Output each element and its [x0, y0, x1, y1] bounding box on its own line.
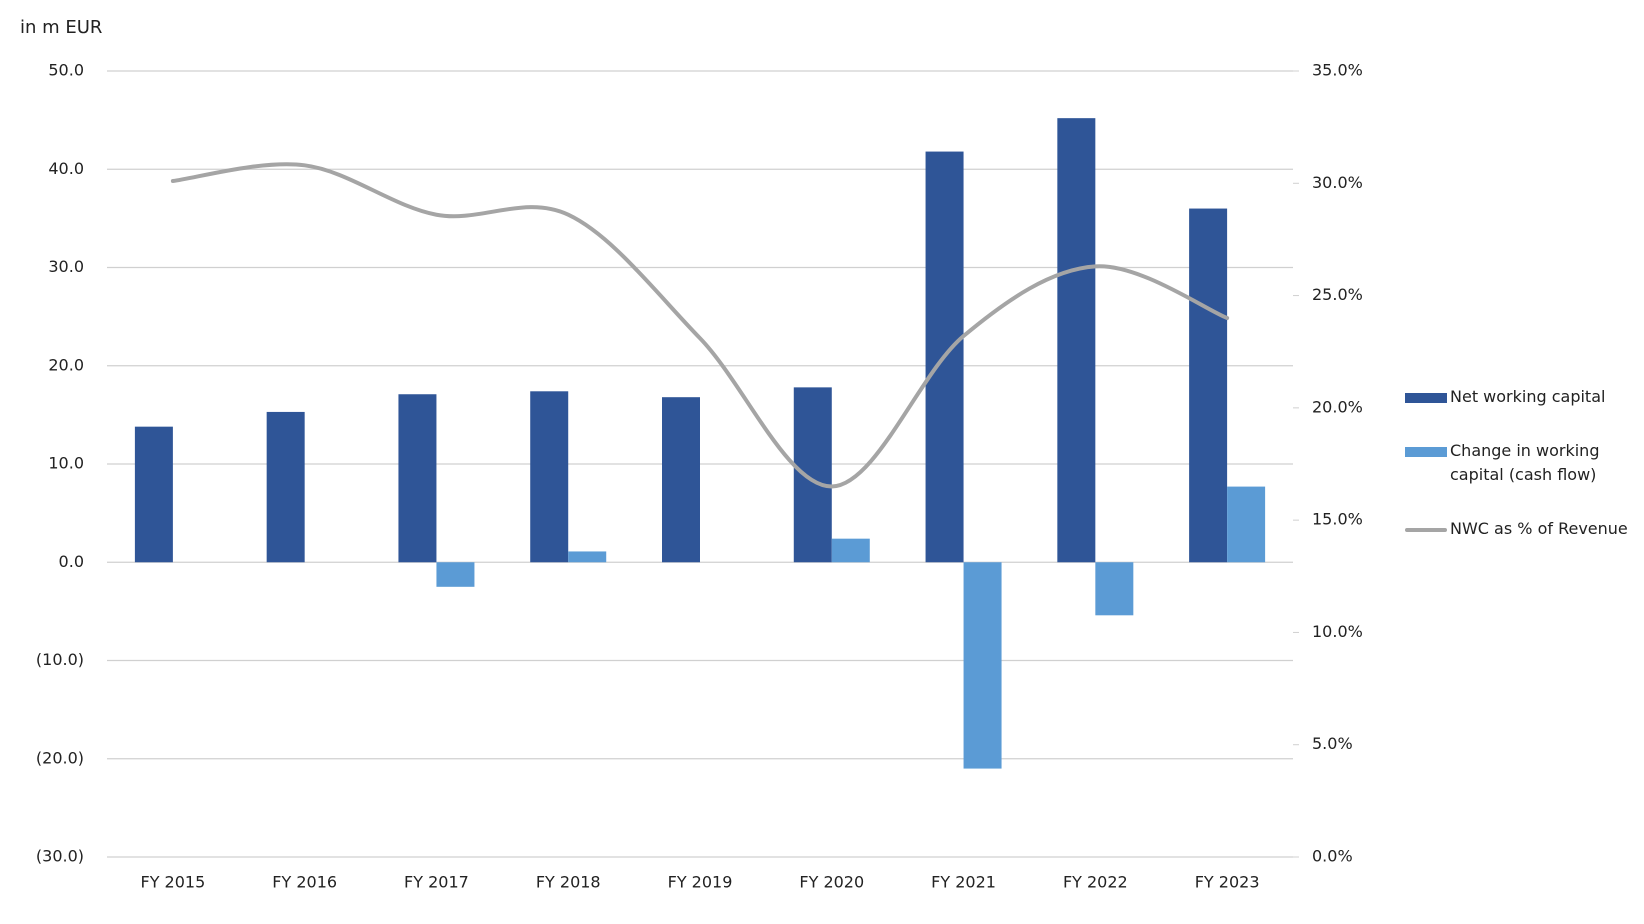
x-tick-label: FY 2018 — [536, 873, 601, 892]
bar — [831, 538, 870, 563]
y2-tick-label: 0.0% — [1312, 847, 1353, 866]
y-tick-label: 50.0 — [48, 61, 84, 80]
bar — [134, 426, 173, 563]
x-tick-label: FY 2017 — [404, 873, 469, 892]
y2-tick-label: 5.0% — [1312, 734, 1353, 753]
legend-label: NWC as % of Revenue — [1450, 519, 1628, 538]
y2-tick-label: 30.0% — [1312, 173, 1363, 192]
bar — [1227, 486, 1266, 563]
y-tick-label: (20.0) — [36, 748, 84, 767]
y-tick-label: (10.0) — [36, 650, 84, 669]
bar — [398, 394, 437, 563]
bar — [530, 391, 569, 563]
legend-item: Net working capital — [1405, 385, 1635, 409]
y-tick-label: (30.0) — [36, 847, 84, 866]
y2-tick-label: 35.0% — [1312, 61, 1363, 80]
y-axis-label: in m EUR — [20, 17, 102, 38]
bar — [568, 551, 607, 563]
x-tick-label: FY 2019 — [668, 873, 733, 892]
legend-swatch — [1405, 447, 1447, 457]
x-tick-label: FY 2016 — [272, 873, 337, 892]
bar — [1095, 562, 1134, 616]
y-tick-label: 30.0 — [48, 257, 84, 276]
x-tick-label: FY 2022 — [1063, 873, 1128, 892]
legend-label: Change in working capital (cash flow) — [1450, 441, 1600, 484]
bar — [1057, 118, 1096, 563]
y-tick-label: 10.0 — [48, 454, 84, 473]
legend: Net working capital Change in working cap… — [1405, 385, 1635, 571]
y2-tick-label: 15.0% — [1312, 510, 1363, 529]
bar — [1189, 208, 1228, 563]
legend-label: Net working capital — [1450, 387, 1606, 406]
legend-swatch — [1405, 528, 1447, 532]
y2-tick-label: 20.0% — [1312, 397, 1363, 416]
y2-tick-label: 25.0% — [1312, 285, 1363, 304]
x-tick-label: FY 2015 — [140, 873, 205, 892]
x-tick-label: FY 2020 — [799, 873, 864, 892]
y-tick-label: 0.0 — [59, 552, 84, 571]
bar — [266, 411, 305, 563]
bar — [793, 387, 832, 563]
bar — [436, 562, 475, 587]
y-tick-label: 40.0 — [48, 159, 84, 178]
legend-item: NWC as % of Revenue — [1405, 517, 1635, 541]
bar — [662, 397, 700, 563]
bar — [963, 562, 1002, 769]
line — [170, 162, 1230, 489]
y2-tick-label: 10.0% — [1312, 622, 1363, 641]
legend-item: Change in working capital (cash flow) — [1405, 439, 1635, 487]
legend-swatch — [1405, 393, 1447, 403]
y-tick-label: 20.0 — [48, 355, 84, 374]
x-tick-label: FY 2023 — [1195, 873, 1260, 892]
x-tick-label: FY 2021 — [931, 873, 996, 892]
